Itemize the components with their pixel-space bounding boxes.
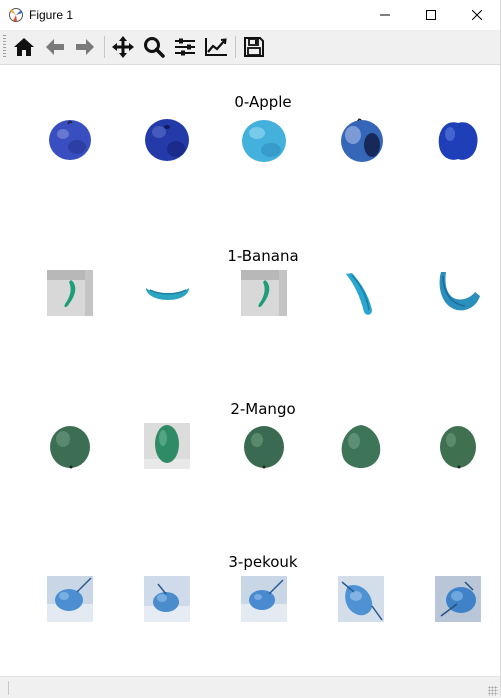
mango-image-2 [144, 423, 190, 469]
save-button[interactable] [240, 33, 268, 61]
banana-image-1 [47, 270, 93, 316]
banana-image-3 [241, 270, 287, 316]
toolbar-separator [235, 36, 236, 58]
zoom-button[interactable] [140, 33, 168, 61]
window-title: Figure 1 [29, 8, 74, 22]
navigation-toolbar [0, 30, 500, 65]
banana-image-2 [144, 270, 190, 316]
mango-image-1 [47, 423, 93, 469]
subplot-title-apple: 0-Apple [234, 93, 292, 111]
matplotlib-app-icon [8, 7, 24, 23]
back-button[interactable] [41, 33, 69, 61]
forward-arrow-icon [76, 39, 94, 55]
pekouk-image-4 [338, 576, 384, 622]
apple-image-3 [241, 117, 287, 163]
toolbar-grip[interactable] [3, 35, 6, 59]
subplot-title-pekouk: 3-pekouk [228, 553, 298, 571]
status-bar [0, 676, 500, 698]
pekouk-image-1 [47, 576, 93, 622]
home-icon [14, 38, 34, 56]
close-button[interactable] [454, 0, 500, 30]
pekouk-image-5 [435, 576, 481, 622]
mango-image-3 [241, 423, 287, 469]
banana-image-4 [338, 270, 384, 316]
edit-axes-icon [205, 38, 227, 56]
forward-button[interactable] [71, 33, 99, 61]
pekouk-image-3 [241, 576, 287, 622]
maximize-icon [426, 10, 436, 20]
minimize-icon [380, 14, 390, 16]
figure-canvas[interactable]: 0-Apple 1-Banan [0, 65, 500, 676]
resize-grip-icon[interactable] [488, 686, 498, 696]
pan-button[interactable] [109, 33, 137, 61]
save-icon [244, 37, 264, 57]
title-bar: Figure 1 [0, 0, 500, 30]
toolbar-separator [104, 36, 105, 58]
pan-icon [112, 36, 134, 58]
apple-image-2 [144, 117, 190, 163]
subplot-title-mango: 2-Mango [230, 400, 296, 418]
close-icon [472, 10, 482, 20]
back-arrow-icon [46, 39, 64, 55]
banana-image-5 [435, 270, 481, 316]
home-button[interactable] [10, 33, 38, 61]
zoom-icon [144, 37, 165, 58]
customize-button[interactable] [202, 33, 230, 61]
subplots-icon [175, 38, 195, 56]
apple-image-1 [47, 117, 93, 163]
apple-image-4 [338, 117, 384, 163]
mango-image-4 [338, 423, 384, 469]
maximize-button[interactable] [408, 0, 454, 30]
minimize-button[interactable] [362, 0, 408, 30]
status-separator [8, 681, 9, 695]
apple-image-5 [435, 117, 481, 163]
mango-image-5 [435, 423, 481, 469]
subplots-button[interactable] [171, 33, 199, 61]
pekouk-image-2 [144, 576, 190, 622]
subplot-title-banana: 1-Banana [227, 247, 299, 265]
